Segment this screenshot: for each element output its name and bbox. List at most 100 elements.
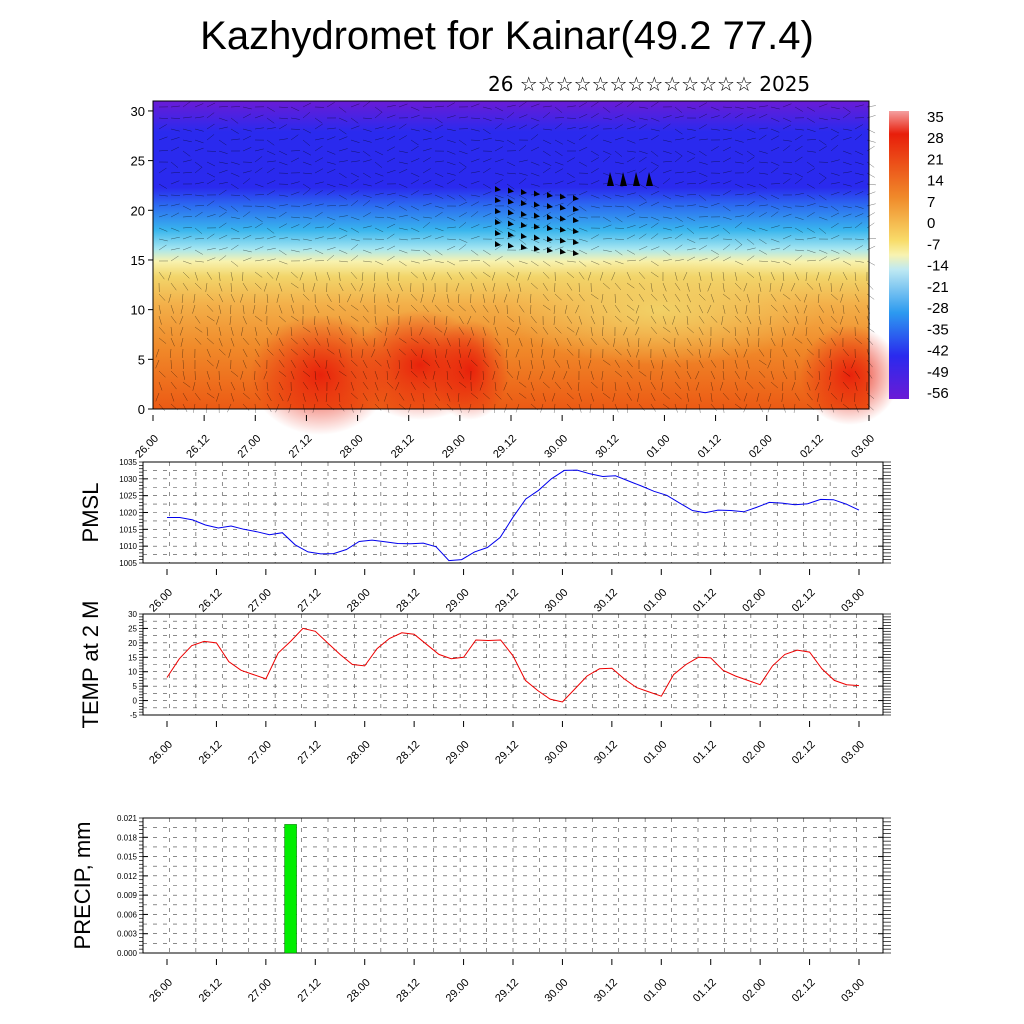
barb — [842, 381, 849, 390]
barb — [338, 172, 347, 179]
barb — [614, 227, 624, 229]
barb — [350, 200, 359, 207]
barb — [650, 392, 656, 402]
barb — [626, 403, 628, 413]
barb — [227, 403, 232, 413]
barb — [446, 115, 456, 119]
barb — [710, 146, 719, 152]
barb — [734, 271, 738, 281]
barb — [470, 158, 480, 163]
barb — [158, 238, 168, 242]
barb — [578, 392, 582, 402]
barb — [242, 170, 252, 174]
barb — [288, 403, 292, 413]
barb — [230, 326, 234, 336]
barb — [386, 304, 394, 312]
barb — [398, 249, 408, 254]
barb — [470, 304, 477, 313]
barb — [467, 315, 472, 325]
barb — [482, 370, 484, 380]
barb — [542, 128, 552, 131]
barb — [698, 293, 706, 301]
barb — [794, 304, 799, 314]
barb — [506, 194, 516, 200]
barb — [446, 179, 455, 185]
barb — [638, 150, 648, 154]
barb — [806, 150, 816, 153]
barb — [866, 403, 874, 411]
barb — [674, 348, 679, 358]
barb — [554, 106, 563, 113]
barb — [695, 370, 700, 380]
barb — [601, 370, 604, 380]
barb — [434, 227, 444, 232]
barb — [278, 348, 285, 357]
barb — [470, 128, 480, 132]
barb — [374, 370, 379, 380]
barb — [266, 247, 276, 251]
barb — [698, 180, 708, 185]
barb — [542, 304, 551, 311]
barb — [553, 315, 556, 325]
barb — [182, 150, 191, 157]
barb — [866, 105, 876, 108]
barb — [410, 271, 418, 279]
barb — [626, 337, 630, 347]
barb — [194, 260, 204, 263]
barb — [794, 227, 803, 233]
precip-xtick-label: 29.00 — [444, 977, 472, 1005]
barb — [662, 169, 672, 174]
barb — [278, 237, 288, 240]
barb — [169, 348, 172, 358]
barb — [228, 348, 232, 358]
barb — [578, 238, 588, 242]
barb — [182, 381, 191, 388]
barb — [302, 172, 312, 175]
precip-ytick-label: 0.021 — [117, 814, 138, 823]
wind-flag — [508, 242, 514, 249]
barb — [516, 293, 520, 303]
barb — [287, 392, 292, 402]
barb — [230, 227, 240, 233]
barb — [362, 200, 371, 207]
barb — [182, 392, 188, 401]
barb — [494, 194, 504, 199]
barb — [779, 282, 784, 292]
barb — [194, 282, 202, 290]
barb — [530, 260, 539, 267]
barb — [482, 106, 492, 110]
barb — [710, 271, 713, 281]
barb — [446, 260, 456, 266]
barb — [626, 213, 636, 218]
barb — [170, 236, 180, 240]
barb — [782, 205, 792, 209]
barb — [662, 282, 667, 292]
barb — [362, 359, 368, 369]
barb — [722, 271, 725, 281]
barb — [781, 337, 784, 347]
barb — [383, 337, 388, 347]
barb — [818, 227, 827, 234]
barb — [806, 203, 816, 207]
barb — [326, 136, 336, 141]
barb — [638, 246, 648, 251]
barb — [158, 204, 168, 207]
barb — [434, 160, 444, 163]
barb — [494, 403, 496, 413]
barb — [398, 260, 407, 267]
barb — [446, 370, 449, 380]
barb — [350, 392, 358, 400]
barb — [698, 172, 708, 177]
barb — [326, 271, 331, 281]
barb — [278, 124, 287, 130]
wind-flag — [534, 234, 540, 241]
barb — [542, 381, 550, 389]
temp-xtick-label: 27.00 — [246, 739, 274, 767]
barb — [854, 213, 864, 218]
barb — [722, 137, 732, 141]
barb — [806, 282, 814, 290]
barb — [818, 370, 821, 380]
barb — [854, 282, 859, 292]
barb — [650, 222, 659, 229]
barb — [710, 359, 717, 368]
